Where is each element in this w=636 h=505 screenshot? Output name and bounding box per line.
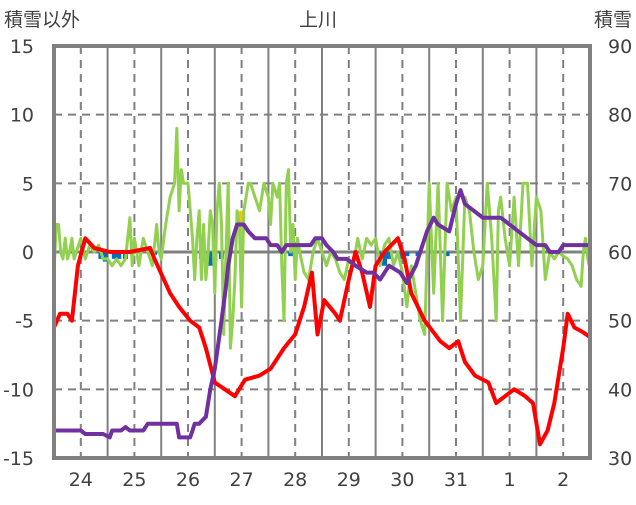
blue-bars-bar — [116, 252, 122, 259]
x-tick-label: 30 — [390, 469, 414, 491]
blue-bars-bar — [382, 252, 388, 266]
x-tick-label: 26 — [176, 469, 200, 491]
blue-bars-bar — [377, 252, 383, 257]
x-tick-label: 25 — [122, 469, 146, 491]
plot-frame — [52, 44, 592, 460]
series-lines — [52, 126, 592, 447]
left-axis-label: 積雪以外 — [4, 9, 80, 31]
right-tick-label: 70 — [608, 173, 632, 195]
left-tick-label: 5 — [22, 173, 34, 195]
left-tick-label: 15 — [10, 36, 34, 58]
green-series-line — [52, 126, 592, 350]
tick-labels: 15 90 10 80 5 70 0 60 -5 50 -10 40 -15 30 24 25 26 27 28 29… — [3, 36, 632, 491]
right-tick-label: 50 — [608, 311, 632, 333]
x-tick-label: 2 — [557, 469, 569, 491]
blue-bars-bar — [386, 252, 392, 259]
chart-title: 上川 — [299, 9, 337, 31]
left-tick-label: 0 — [22, 242, 34, 264]
blue-bars-bar — [444, 252, 450, 257]
left-tick-label: -10 — [3, 379, 34, 401]
right-tick-label: 40 — [608, 379, 632, 401]
snow-depth-line — [54, 188, 590, 440]
x-tick-label: 1 — [504, 469, 516, 491]
left-tick-label: -5 — [15, 311, 34, 333]
x-tick-label: 29 — [337, 469, 361, 491]
left-tick-label: -15 — [3, 448, 34, 470]
right-tick-label: 60 — [608, 242, 632, 264]
right-axis-label: 積雪 — [594, 9, 632, 31]
blue-bars-bar — [111, 252, 117, 259]
x-tick-label: 27 — [230, 469, 254, 491]
orange-bars-bar — [239, 210, 245, 252]
x-tick-label: 24 — [69, 469, 93, 491]
blue-bars-bar — [102, 252, 108, 262]
left-tick-label: 10 — [10, 105, 34, 127]
blue-bars-bar — [288, 252, 294, 257]
blue-bars-bar — [404, 252, 410, 257]
right-tick-label: 90 — [608, 36, 632, 58]
right-tick-label: 30 — [608, 448, 632, 470]
x-tick-label: 31 — [444, 469, 468, 491]
blue-bars-bar — [207, 252, 213, 266]
right-tick-label: 80 — [608, 105, 632, 127]
x-tick-label: 28 — [283, 469, 307, 491]
temperature-line — [52, 236, 592, 447]
